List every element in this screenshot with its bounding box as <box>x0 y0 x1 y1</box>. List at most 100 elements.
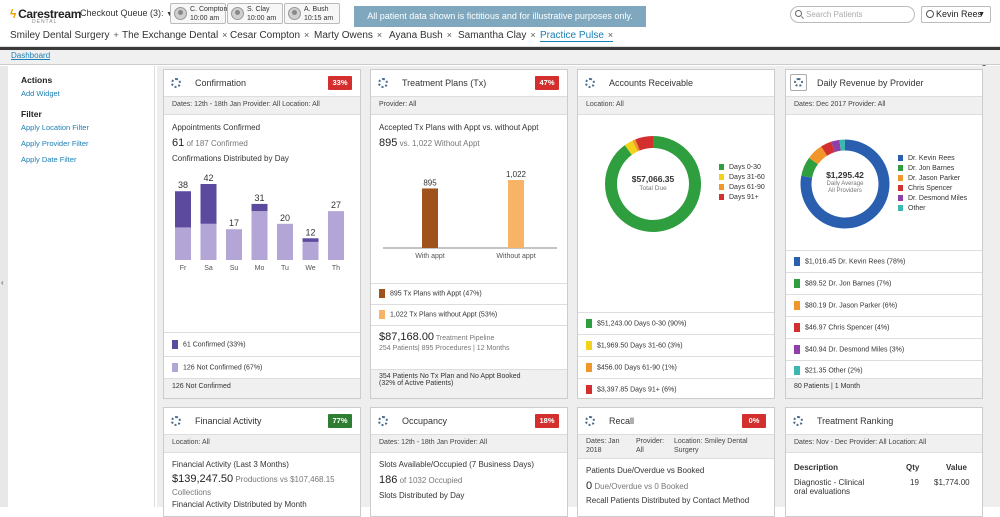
data-label: 17 <box>229 218 239 228</box>
legend-swatch <box>586 385 592 394</box>
tick-label: With appt <box>415 253 445 260</box>
gear-icon[interactable] <box>171 416 181 426</box>
donut-slice <box>824 147 833 151</box>
filter-dates: Dates: Jan <box>586 437 619 446</box>
close-icon[interactable]: × <box>377 30 382 40</box>
dashboard-main: Confirmation 33% Dates: 12th - 18th Jan … <box>157 66 1000 507</box>
revenue-row-label: $46.97 Chris Spencer (4%) <box>805 324 889 331</box>
close-icon[interactable]: × <box>608 30 613 40</box>
revenue-row: $80.19 Dr. Jason Parker (6%) <box>786 294 982 316</box>
apply-date-filter-link[interactable]: Apply Date Filter <box>21 155 154 164</box>
confirmed-count: 61 <box>172 137 184 149</box>
queue-patient-card[interactable]: A. Bush 10:15 am <box>284 3 340 24</box>
avatar-icon <box>288 7 301 20</box>
tab-samantha-clay[interactable]: Samantha Clay × <box>458 30 536 41</box>
legend-row: 126 Not Confirmed (67%) <box>164 356 360 378</box>
tab-smiley-dental-surgery[interactable]: Smiley Dental Surgery+ <box>10 30 119 41</box>
legend-swatch <box>794 279 800 288</box>
tab-marty-owens[interactable]: Marty Owens × <box>314 30 382 41</box>
occupancy-widget: Occupancy 18% Dates: 12th - 18th Jan Pro… <box>370 407 568 517</box>
gear-icon[interactable] <box>793 416 803 426</box>
apply-provider-filter-link[interactable]: Apply Provider Filter <box>21 139 154 148</box>
widget-header: Accounts Receivable <box>578 70 774 97</box>
ar-row-label: $3,397.85 Days 91+ (6%) <box>597 386 677 393</box>
bar-segment <box>303 238 319 242</box>
queue-patient-time: 10:15 am <box>304 15 333 22</box>
gear-icon[interactable] <box>171 78 181 88</box>
revenue-row: $89.52 Dr. Jon Barnes (7%) <box>786 272 982 294</box>
bar-segment <box>252 204 268 211</box>
legend-swatch <box>794 345 800 354</box>
legend-label: Dr. Jon Barnes <box>908 165 954 172</box>
filter-provider: All <box>636 446 664 455</box>
column-header: Description <box>794 463 838 472</box>
donut-slice <box>833 145 840 147</box>
gear-icon[interactable] <box>790 74 807 91</box>
filter-location: Surgery <box>674 446 748 455</box>
bar-segment <box>277 224 293 260</box>
gear-icon[interactable] <box>378 416 388 426</box>
add-widget-link[interactable]: Add Widget <box>21 89 154 98</box>
add-tab-icon[interactable]: + <box>113 30 118 40</box>
widget-header: Recall 0% <box>578 408 774 435</box>
close-icon[interactable]: × <box>530 30 535 40</box>
tick-label: We <box>305 265 315 272</box>
data-label: 38 <box>178 180 188 190</box>
gear-icon[interactable] <box>585 416 595 426</box>
apply-location-filter-link[interactable]: Apply Location Filter <box>21 123 154 132</box>
dashboard-link[interactable]: Dashboard <box>11 51 50 60</box>
tab-ayana-bush[interactable]: Ayana Bush× <box>389 30 452 41</box>
checkout-queue-dropdown[interactable]: Checkout Queue (3): ▼ <box>80 8 173 18</box>
search-input[interactable]: Search Patients <box>790 6 915 23</box>
pipeline-label: Treatment Pipeline <box>436 335 495 342</box>
legend-label: 61 Confirmed (33%) <box>183 341 246 348</box>
bar-segment <box>328 211 344 260</box>
tick-label: Th <box>332 265 340 272</box>
production-value: $139,247.50 <box>172 473 233 485</box>
status-badge: 77% <box>328 414 352 428</box>
ar-row-label: $456.00 Days 61-90 (1%) <box>597 364 677 371</box>
tab-label: Marty Owens <box>314 30 373 41</box>
legend-swatch <box>586 363 592 372</box>
tab-cesar-compton[interactable]: Cesar Compton× <box>230 30 309 41</box>
tab-the-exchange-dental[interactable]: The Exchange Dental× <box>122 30 227 41</box>
avatar-icon <box>231 7 244 20</box>
tab-label: Samantha Clay <box>458 30 526 41</box>
collections-label: Collections <box>172 488 211 497</box>
legend-item: Dr. Jason Parker <box>898 175 960 182</box>
sub-navigation: Dashboard <box>0 50 1000 65</box>
close-icon[interactable]: × <box>222 30 227 40</box>
widget-title: Recall <box>609 416 634 426</box>
legend-item: Days 61-90 <box>719 184 765 191</box>
status-badge: 47% <box>535 76 559 90</box>
legend-swatch <box>719 184 724 190</box>
chevron-left-icon: ‹ <box>1 278 4 287</box>
close-icon[interactable]: × <box>304 30 309 40</box>
legend-item: Dr. Desmond Miles <box>898 195 967 202</box>
donut-slice <box>638 142 653 145</box>
bar-segment <box>175 191 191 227</box>
legend-swatch <box>719 174 724 180</box>
revenue-row-label: $40.94 Dr. Desmond Miles (3%) <box>805 346 904 353</box>
table-cell: $1,774.00 <box>934 478 970 487</box>
widget-footer: 354 Patients No Tx Plan and No Appt Book… <box>371 369 567 398</box>
filter-heading: Filter <box>21 109 154 119</box>
collapse-sidebar-handle[interactable]: ‹ <box>0 66 8 507</box>
tick-label: Su <box>230 265 239 272</box>
gear-icon[interactable] <box>585 78 595 88</box>
user-menu[interactable]: Kevin Rees▼ <box>921 6 991 23</box>
gear-icon[interactable] <box>378 78 388 88</box>
legend-item: Days 91+ <box>719 194 759 201</box>
queue-patient-name: A. Bush <box>304 6 329 13</box>
revenue-avg-value: $1,295.42 <box>798 170 892 180</box>
bar <box>422 188 438 248</box>
close-icon[interactable]: × <box>447 30 452 40</box>
tab-practice-pulse[interactable]: Practice Pulse× <box>540 30 613 42</box>
status-badge: 0% <box>742 414 766 428</box>
legend-swatch <box>379 310 385 319</box>
legend-swatch <box>898 155 903 161</box>
